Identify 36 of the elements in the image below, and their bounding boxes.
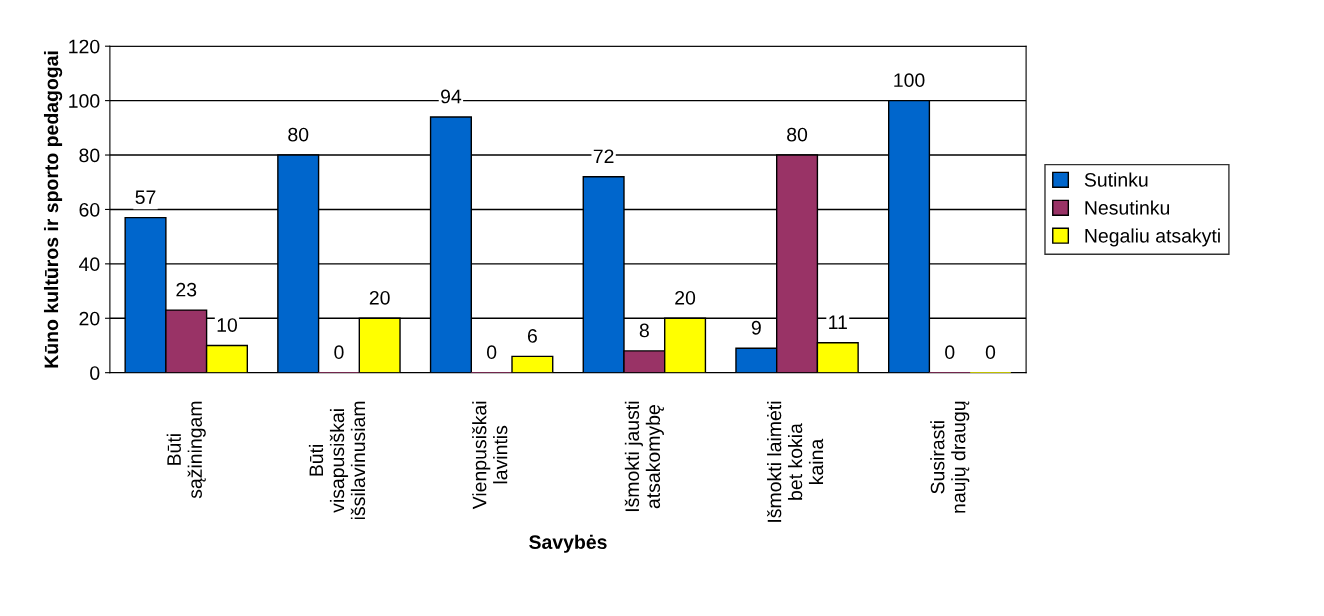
data-label: 80	[787, 127, 808, 142]
data-label: 23	[176, 282, 197, 297]
data-label: 0	[945, 345, 955, 360]
data-label: 57	[135, 190, 156, 205]
data-label: 94	[441, 89, 462, 104]
data-label: 0	[985, 345, 996, 360]
y-tick-label: 100	[69, 94, 100, 108]
data-label: 0	[487, 345, 497, 360]
data-label: 10	[217, 318, 238, 332]
data-label: 100	[894, 73, 925, 88]
y-tick-label: 40	[78, 257, 100, 272]
data-label: 9	[751, 320, 761, 335]
y-tick-label: 120	[69, 39, 100, 54]
data-label: 20	[369, 290, 390, 305]
data-label: 8	[639, 323, 649, 338]
y-tick-label: 80	[79, 148, 100, 163]
data-label: 11	[829, 315, 847, 329]
data-label: 80	[288, 127, 309, 142]
data-label: 20	[675, 290, 696, 305]
data-label: 72	[593, 149, 614, 164]
data-label: 6	[527, 329, 537, 343]
y-tick-label: 0	[90, 366, 100, 380]
x-tick-label: Būti sąžiningam	[166, 401, 206, 499]
legend-label: Sutinku	[1084, 172, 1148, 187]
y-tick-label: 20	[79, 311, 100, 326]
x-tick-label: Išmokti laimėti bet kokia kaina	[766, 401, 824, 522]
x-axis-title: Savybės	[529, 534, 607, 553]
x-tick-label: Išmokti jausti atsakomybę	[624, 401, 664, 512]
x-tick-label: Susirasti naujų draugų	[930, 401, 970, 513]
legend-label: Negaliu atsakyti	[1085, 228, 1220, 247]
y-tick-label: 60	[79, 202, 100, 217]
data-label: 0	[334, 345, 344, 360]
x-tick-label: Vienpusiškai lavintis	[472, 401, 508, 510]
x-tick-label: Būti visapusiškai išsilavinusiam	[308, 401, 366, 520]
legend-label: Nesutinku	[1085, 200, 1170, 215]
y-axis-title: Kūno kultūros ir sporto pedagogai	[43, 51, 63, 368]
